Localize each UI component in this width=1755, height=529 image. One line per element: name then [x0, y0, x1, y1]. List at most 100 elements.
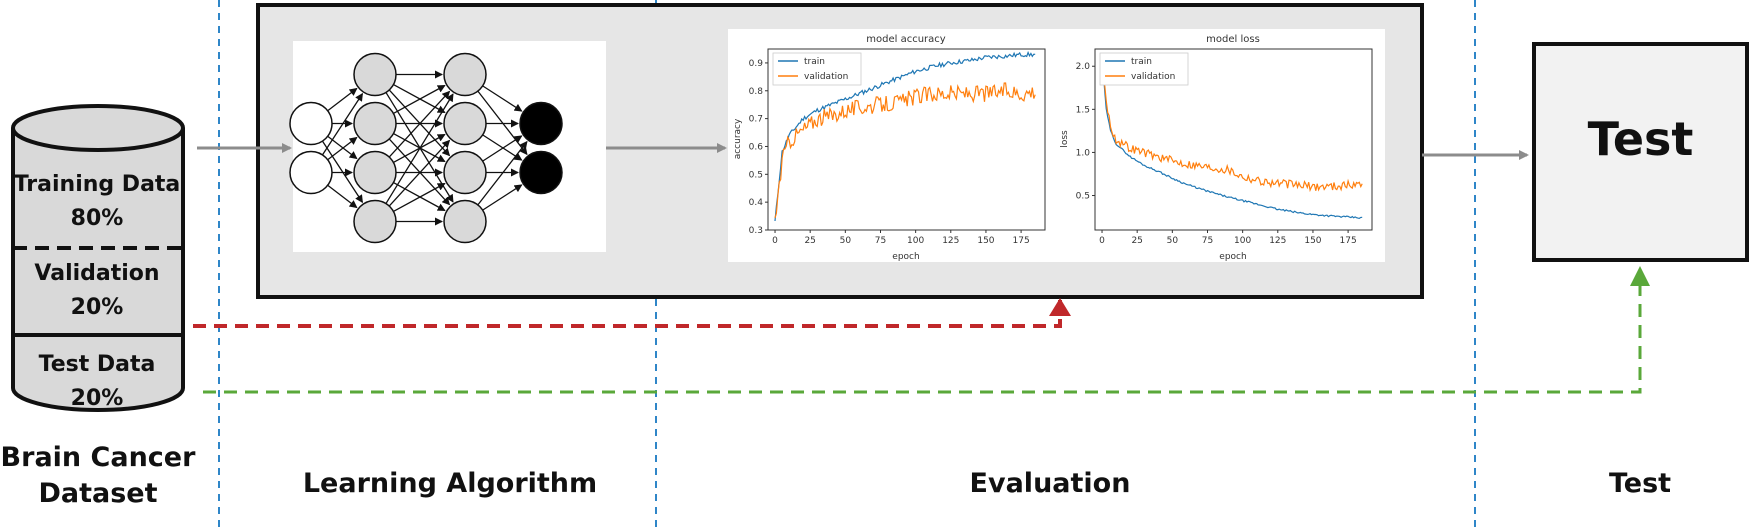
- network-connection: [385, 93, 454, 204]
- network-node: [353, 52, 397, 97]
- y-tick-label: 0.5: [1076, 192, 1090, 202]
- y-tick-label: 0.8: [749, 87, 764, 97]
- network-connection: [388, 89, 451, 157]
- network-connection: [327, 87, 358, 112]
- x-tick-label: 150: [1304, 236, 1321, 246]
- legend-train-label: train: [1131, 57, 1152, 67]
- network-connection: [321, 140, 363, 204]
- test-box-title: Test: [1587, 112, 1694, 166]
- y-tick-label: 0.6: [749, 142, 764, 152]
- x-tick-label: 75: [875, 236, 886, 246]
- accuracy-x-label: epoch: [892, 252, 919, 262]
- network-connection: [321, 92, 363, 156]
- test-data-pct: 20%: [70, 386, 124, 411]
- y-tick-label: 0.5: [749, 170, 763, 180]
- test-path-arrowhead: [1630, 266, 1650, 286]
- dataset-caption: Brain Cancer Dataset: [0, 440, 196, 512]
- network-connection: [327, 136, 358, 161]
- network-connection: [393, 182, 446, 213]
- x-tick-label: 50: [840, 236, 852, 246]
- validation-path: [193, 300, 1062, 328]
- accuracy-y-label: accuracy: [733, 118, 743, 159]
- network-connection: [393, 83, 446, 114]
- network-node: [519, 150, 563, 195]
- network-connection: [393, 84, 446, 115]
- dataset-caption-line2: Dataset: [38, 478, 158, 509]
- network-connection: [393, 132, 446, 163]
- network-node: [289, 101, 333, 146]
- network-connection: [388, 90, 451, 158]
- y-tick-label: 1.5: [1076, 105, 1090, 115]
- network-node: [289, 150, 333, 195]
- x-tick-label: 125: [942, 236, 959, 246]
- validation-label: Validation 20%: [12, 257, 182, 325]
- x-tick-label: 50: [1167, 236, 1179, 246]
- stage-label-evaluation: Evaluation: [969, 468, 1131, 499]
- loss-chart-title: model loss: [1206, 34, 1260, 45]
- test-data-label: Test Data 20%: [12, 348, 182, 416]
- loss-chart: model loss epoch loss 0 25 50 75 100 125 150 17…: [1060, 34, 1373, 262]
- validation-pct: 20%: [70, 295, 124, 320]
- series-line-train: [1101, 57, 1363, 220]
- network-node: [353, 150, 397, 195]
- network-node: [443, 52, 487, 97]
- network-node: [353, 101, 397, 146]
- test-data-name: Test Data: [38, 352, 156, 377]
- x-tick-label: 75: [1202, 236, 1213, 246]
- x-tick-label: 100: [1234, 236, 1251, 246]
- network-connection: [477, 140, 528, 206]
- network-connection: [388, 138, 451, 206]
- network-node: [443, 101, 487, 146]
- series-line-validation: [774, 82, 1036, 219]
- network-connection: [393, 181, 446, 212]
- series-line-train: [774, 50, 1036, 222]
- loss-y-label: loss: [1060, 130, 1070, 148]
- x-tick-label: 0: [1099, 236, 1105, 246]
- dataset-cylinder: [11, 104, 185, 412]
- accuracy-chart: model accuracy epoch accuracy 0 25 50 75 100…: [733, 34, 1046, 262]
- accuracy-chart-title: model accuracy: [866, 34, 946, 45]
- x-tick-label: 100: [907, 236, 924, 246]
- test-box: Test: [1532, 42, 1749, 262]
- accuracy-plot-area: [767, 48, 1046, 231]
- x-tick-label: 125: [1269, 236, 1286, 246]
- x-tick-label: 25: [804, 236, 815, 246]
- network-connection: [482, 85, 523, 112]
- y-tick-label: 0.9: [749, 59, 764, 69]
- legend-validation-label: validation: [804, 72, 848, 82]
- network-connection: [327, 184, 358, 209]
- loss-x-label: epoch: [1219, 252, 1246, 262]
- series-line-validation: [1101, 66, 1363, 193]
- test-path: [203, 286, 1642, 394]
- network-node: [519, 101, 563, 146]
- y-tick-label: 0.7: [749, 115, 763, 125]
- y-tick-label: 0.4: [749, 198, 764, 208]
- y-tick-label: 1.0: [1076, 148, 1091, 158]
- training-data-name: Training Data: [13, 172, 181, 197]
- accuracy-legend: train validation: [772, 52, 862, 86]
- network-connection: [482, 135, 523, 162]
- validation-name: Validation: [34, 261, 160, 286]
- training-data-label: Training Data 80%: [12, 168, 182, 236]
- loss-plot-area: [1094, 48, 1373, 231]
- dataset-caption-line1: Brain Cancer: [0, 442, 196, 473]
- loss-legend: train validation: [1099, 52, 1189, 86]
- stage-label-test: Test: [1608, 468, 1672, 499]
- legend-train-label: train: [804, 57, 825, 67]
- legend-validation-label: validation: [1131, 72, 1175, 82]
- stage-label-learning: Learning Algorithm: [302, 468, 598, 499]
- network-node: [443, 199, 487, 244]
- y-tick-label: 0.3: [749, 226, 763, 236]
- network-node: [443, 150, 487, 195]
- network-connection: [477, 90, 528, 156]
- x-tick-label: 175: [1013, 236, 1030, 246]
- y-tick-label: 2.0: [1076, 62, 1091, 72]
- neural-network: [289, 52, 563, 244]
- network-node: [353, 199, 397, 244]
- x-tick-label: 0: [772, 236, 778, 246]
- training-data-pct: 80%: [70, 206, 124, 231]
- network-connection: [388, 139, 451, 207]
- network-connection: [482, 184, 523, 211]
- x-tick-label: 25: [1131, 236, 1142, 246]
- validation-arrowhead: [1049, 298, 1071, 316]
